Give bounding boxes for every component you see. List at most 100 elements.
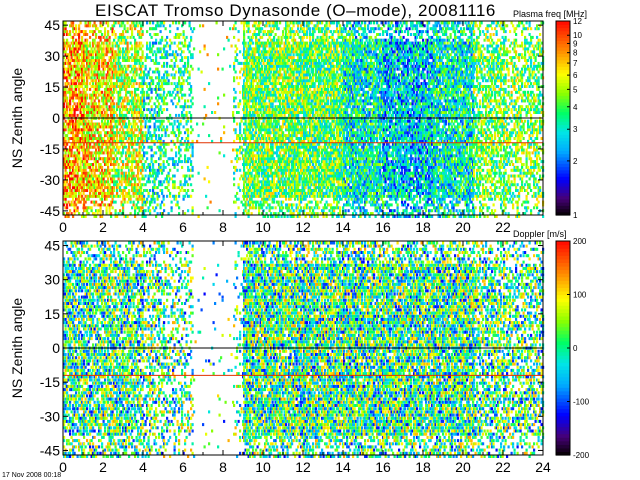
- data-cell: [260, 56, 262, 59]
- data-cell: [261, 68, 263, 71]
- data-cell: [163, 160, 165, 163]
- data-cell: [80, 163, 82, 166]
- data-cell: [192, 151, 194, 154]
- data-cell: [187, 62, 189, 65]
- data-cell: [174, 180, 176, 183]
- data-cell: [160, 146, 162, 149]
- data-cell: [152, 189, 154, 192]
- data-cell: [109, 73, 111, 76]
- data-cell: [160, 47, 162, 50]
- data-cell: [154, 169, 156, 172]
- data-cell: [189, 94, 191, 97]
- data-cell: [109, 42, 111, 45]
- data-cell: [142, 45, 144, 48]
- data-cell: [112, 94, 114, 97]
- data-cell: [160, 88, 162, 91]
- data-cell: [91, 206, 93, 209]
- data-cell: [125, 154, 127, 157]
- data-cell: [95, 79, 97, 82]
- data-cell: [103, 65, 105, 68]
- data-cell: [282, 131, 284, 134]
- data-cell: [95, 36, 97, 39]
- data-cell: [248, 27, 250, 30]
- data-cell: [279, 45, 281, 48]
- data-cell: [281, 163, 283, 166]
- data-cell: [119, 195, 121, 198]
- data-cell: [239, 50, 241, 53]
- data-cell: [109, 172, 111, 175]
- data-cell: [219, 209, 221, 212]
- data-cell: [121, 180, 123, 183]
- data-cell: [281, 203, 283, 206]
- data-cell: [171, 59, 173, 62]
- data-cell: [157, 198, 159, 201]
- data-cell: [118, 102, 120, 105]
- data-cell: [177, 91, 179, 94]
- data-cell: [189, 24, 191, 27]
- data-cell: [121, 201, 123, 204]
- data-cell: [266, 24, 268, 27]
- data-cell: [184, 99, 186, 102]
- data-cell: [192, 30, 194, 33]
- data-cell: [142, 206, 144, 209]
- data-cell: [131, 47, 133, 50]
- data-cell: [235, 45, 237, 48]
- data-cell: [72, 131, 74, 134]
- data-cell: [116, 189, 118, 192]
- data-cell: [258, 65, 260, 68]
- data-cell: [276, 47, 278, 50]
- data-cell: [68, 157, 70, 160]
- data-cell: [222, 68, 224, 71]
- data-cell: [100, 39, 102, 42]
- data-cell: [251, 125, 253, 128]
- data-cell: [267, 172, 269, 175]
- data-cell: [169, 169, 171, 172]
- data-cell: [272, 62, 274, 65]
- data-cell: [66, 99, 68, 102]
- data-cell: [161, 21, 163, 24]
- data-cell: [145, 183, 147, 186]
- data-cell: [243, 169, 245, 172]
- data-cell: [201, 71, 203, 74]
- data-cell: [88, 102, 90, 105]
- data-cell: [261, 27, 263, 30]
- data-cell: [163, 21, 165, 24]
- data-cell: [110, 203, 112, 206]
- data-cell: [125, 94, 127, 97]
- data-cell: [228, 39, 230, 42]
- data-cell: [273, 198, 275, 201]
- data-cell: [69, 76, 71, 79]
- data-cell: [149, 163, 151, 166]
- data-cell: [163, 209, 165, 212]
- data-cell: [192, 68, 194, 71]
- data-cell: [134, 79, 136, 82]
- data-cell: [121, 154, 123, 157]
- data-cell: [187, 47, 189, 50]
- data-cell: [152, 53, 154, 56]
- data-cell: [239, 102, 241, 105]
- data-cell: [278, 91, 280, 94]
- data-cell: [273, 166, 275, 169]
- data-cell: [233, 65, 235, 68]
- data-cell: [136, 71, 138, 74]
- data-cell: [223, 94, 225, 97]
- data-cell: [154, 198, 156, 201]
- data-cell: [122, 149, 124, 152]
- data-cell: [273, 201, 275, 204]
- data-cell: [180, 53, 182, 56]
- data-cell: [71, 151, 73, 154]
- data-cell: [149, 42, 151, 45]
- data-cell: [107, 62, 109, 65]
- data-cell: [174, 120, 176, 123]
- data-cell: [92, 82, 94, 85]
- data-cell: [192, 154, 194, 157]
- data-cell: [149, 203, 151, 206]
- data-cell: [121, 134, 123, 137]
- data-cell: [80, 91, 82, 94]
- data-cell: [101, 198, 103, 201]
- data-cell: [66, 79, 68, 82]
- data-cell: [245, 201, 247, 204]
- data-cell: [174, 186, 176, 189]
- data-cell: [124, 134, 126, 137]
- data-cell: [113, 30, 115, 33]
